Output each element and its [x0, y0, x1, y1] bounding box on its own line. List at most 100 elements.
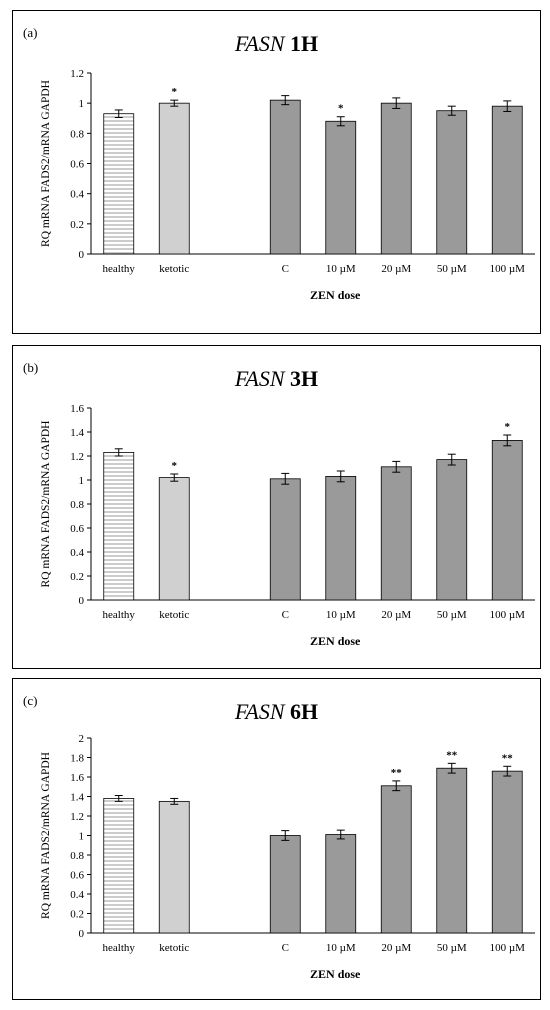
chart-title-c: FASN 6H: [234, 699, 318, 724]
y-tick-label-c-3: 0.6: [70, 870, 84, 882]
bar-a-3: [325, 120, 357, 255]
y-tick-label-b-2: 0.4: [70, 547, 84, 559]
bar-a-5: [436, 110, 468, 255]
x-tick-label-b-6: 100 µM: [490, 609, 526, 621]
bar-c-3: [325, 834, 357, 934]
x-tick-label-c-5: 50 µM: [437, 942, 467, 954]
chart-panel-a: (a) FASN 1H RQ mRNA FADS2/mRNA GAPDH 0 0.2 0.…: [12, 10, 541, 334]
y-tick-label-a-3: 0.6: [70, 159, 84, 171]
error-bar-a-1: [170, 99, 179, 107]
x-tick-label-a-1: ketotic: [159, 263, 189, 275]
bar-b-1: [158, 477, 190, 601]
x-tick-label-c-0: healthy: [103, 942, 136, 954]
y-axis-label-a: RQ mRNA FADS2/mRNA GAPDH: [40, 80, 52, 247]
y-tick-label-c-5: 1: [79, 831, 85, 843]
error-bar-a-5: [447, 105, 456, 116]
y-tick-label-b-4: 0.8: [70, 499, 84, 511]
significance-b-1: *: [172, 460, 178, 472]
significance-c-5: **: [446, 749, 458, 761]
chart-svg-a: (a) FASN 1H RQ mRNA FADS2/mRNA GAPDH 0 0.2 0.…: [23, 25, 535, 302]
y-tick-label-a-2: 0.4: [70, 189, 84, 201]
bar-b-2: [269, 478, 301, 601]
error-bar-c-3: [336, 829, 345, 840]
y-tick-label-c-7: 1.4: [70, 792, 84, 804]
significance-a-3: *: [338, 103, 344, 115]
x-tick-label-b-0: healthy: [103, 609, 136, 621]
title-gene-a: FASN: [234, 31, 290, 56]
error-bar-a-0: [114, 109, 123, 118]
error-bar-c-4: [392, 780, 401, 792]
x-tick-label-c-2: C: [282, 942, 289, 954]
y-tick-label-a-6: 1.2: [70, 68, 84, 80]
significance-b-6: *: [505, 421, 511, 433]
y-tick-label-c-0: 0: [79, 928, 85, 940]
x-axis-label-b: ZEN dose: [310, 634, 361, 648]
x-tick-label-a-2: C: [282, 263, 289, 275]
x-tick-label-a-4: 20 µM: [381, 263, 411, 275]
x-tick-label-a-0: healthy: [103, 263, 136, 275]
bar-a-1: [158, 102, 190, 255]
x-tick-label-c-3: 10 µM: [326, 942, 356, 954]
y-tick-label-b-0: 0: [79, 595, 85, 607]
bar-c-0: [103, 798, 135, 934]
error-bar-b-5: [447, 453, 456, 466]
y-tick-label-c-9: 1.8: [70, 753, 84, 765]
bar-c-2: [269, 835, 301, 934]
error-bar-a-3: [336, 116, 345, 127]
significance-c-6: **: [502, 752, 514, 764]
x-axis-label-c: ZEN dose: [310, 967, 361, 981]
y-tick-label-b-8: 1.6: [70, 403, 84, 415]
x-tick-label-b-3: 10 µM: [326, 609, 356, 621]
bar-b-3: [325, 475, 357, 601]
significance-c-4: **: [391, 767, 403, 779]
x-tick-label-c-4: 20 µM: [381, 942, 411, 954]
error-bar-b-1: [170, 473, 179, 482]
error-bar-c-2: [281, 830, 290, 841]
x-axis-label-a: ZEN dose: [310, 288, 361, 302]
error-bar-a-6: [503, 100, 512, 112]
bar-c-6: [491, 770, 523, 934]
bar-b-0: [103, 452, 135, 601]
x-tick-label-b-2: C: [282, 609, 289, 621]
x-tick-label-b-4: 20 µM: [381, 609, 411, 621]
y-tick-label-a-4: 0.8: [70, 128, 84, 140]
bar-c-1: [158, 800, 190, 934]
error-bar-b-6: [503, 434, 512, 447]
title-time-b: 3H: [290, 366, 318, 391]
y-tick-label-b-1: 0.2: [70, 571, 84, 583]
bar-c-5: [436, 767, 468, 934]
y-tick-label-c-4: 0.8: [70, 850, 84, 862]
error-bar-c-0: [114, 795, 123, 802]
y-tick-label-a-0: 0: [79, 249, 85, 261]
x-tick-label-a-5: 50 µM: [437, 263, 467, 275]
y-tick-label-b-3: 0.6: [70, 523, 84, 535]
title-time-c: 6H: [290, 699, 318, 724]
y-tick-label-a-5: 1: [79, 98, 85, 110]
x-tick-label-b-5: 50 µM: [437, 609, 467, 621]
y-axis-label-c: RQ mRNA FADS2/mRNA GAPDH: [40, 752, 52, 919]
y-tick-label-c-10: 2: [79, 733, 85, 745]
error-bar-c-5: [447, 762, 456, 774]
x-tick-label-b-1: ketotic: [159, 609, 189, 621]
y-tick-label-c-1: 0.2: [70, 909, 84, 921]
x-tick-label-a-6: 100 µM: [490, 263, 526, 275]
bar-b-4: [380, 466, 412, 601]
y-tick-label-c-6: 1.2: [70, 811, 84, 823]
y-tick-label-b-7: 1.4: [70, 427, 84, 439]
significance-a-1: *: [172, 86, 178, 98]
error-bar-a-4: [392, 97, 401, 109]
bar-b-5: [436, 459, 468, 601]
y-tick-label-b-6: 1.2: [70, 451, 84, 463]
y-tick-label-a-1: 0.2: [70, 219, 84, 231]
error-bar-b-3: [336, 470, 345, 483]
title-time-a: 1H: [290, 31, 318, 56]
panel-label-a: (a): [23, 25, 37, 40]
x-tick-label-a-3: 10 µM: [326, 263, 356, 275]
title-gene-c: FASN: [234, 699, 290, 724]
x-tick-label-c-6: 100 µM: [490, 942, 526, 954]
chart-svg-c: (c) FASN 6H RQ mRNA FADS2/mRNA GAPDH 0 0.2 0.…: [23, 693, 535, 981]
chart-title-b: FASN 3H: [234, 366, 318, 391]
chart-title-a: FASN 1H: [234, 31, 318, 56]
error-bar-b-0: [114, 448, 123, 457]
chart-svg-b: (b) FASN 3H RQ mRNA FADS2/mRNA GAPDH 0 0.2 0.…: [23, 360, 535, 648]
